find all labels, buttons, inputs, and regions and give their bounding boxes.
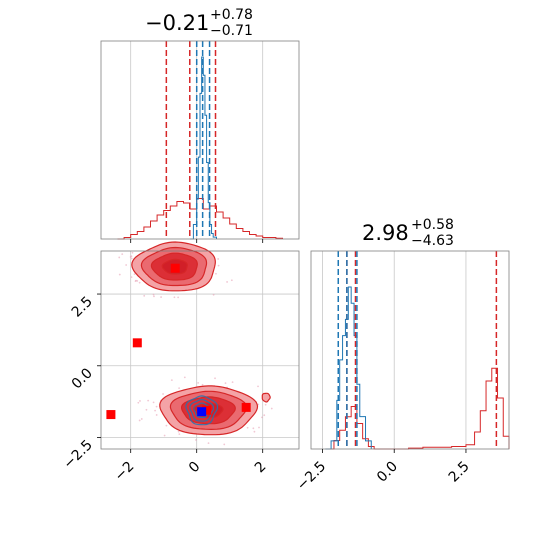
scatter-speck bbox=[130, 255, 133, 258]
scatter-speck bbox=[252, 427, 255, 430]
scatter-speck bbox=[197, 381, 200, 384]
scatter-speck bbox=[131, 251, 134, 254]
scatter-speck bbox=[264, 403, 267, 406]
joint-x-tick-label-0: −2 bbox=[112, 459, 138, 485]
red-marker-0 bbox=[170, 263, 180, 273]
scatter-speck bbox=[152, 293, 155, 296]
title-y-lower: −4.63 bbox=[411, 233, 454, 249]
scatter-speck bbox=[155, 405, 158, 408]
blue-histogram bbox=[190, 56, 217, 240]
joint-x-tick-label-1: 0 bbox=[186, 459, 204, 477]
blue-histogram bbox=[325, 286, 372, 450]
scatter-speck bbox=[147, 399, 150, 402]
joint-frame bbox=[100, 250, 300, 450]
joint-contour-panel: −2 0 2 −2.5 0.0 2.5 bbox=[60, 241, 300, 485]
scatter-speck bbox=[253, 430, 256, 433]
joint-y-tick-label-2: 2.5 bbox=[69, 294, 96, 321]
scatter-speck bbox=[212, 293, 215, 296]
scatter-speck bbox=[153, 295, 155, 298]
right-x-tick-label-2: 2.5 bbox=[446, 459, 473, 486]
scatter-speck bbox=[230, 279, 233, 282]
right-x-tick-label-1: 0.0 bbox=[374, 459, 401, 486]
scatter-speck bbox=[207, 442, 210, 445]
scatter-speck bbox=[223, 443, 226, 446]
scatter-speck bbox=[138, 281, 141, 284]
scatter-speck bbox=[183, 376, 186, 379]
y-marginal-frame bbox=[310, 250, 510, 450]
red-histogram bbox=[328, 367, 510, 450]
scatter-speck bbox=[121, 253, 124, 256]
title-y-upper: +0.58 bbox=[411, 217, 454, 233]
scatter-speck bbox=[118, 273, 121, 276]
title-x-upper: +0.78 bbox=[210, 7, 253, 23]
scatter-speck bbox=[178, 387, 181, 390]
red-marker-4 bbox=[202, 405, 212, 415]
scatter-speck bbox=[217, 258, 220, 260]
scatter-speck bbox=[140, 418, 143, 420]
scatter-speck bbox=[214, 377, 216, 380]
blue-contour-1 bbox=[189, 398, 215, 422]
scatter-speck bbox=[201, 383, 204, 386]
scatter-speck bbox=[137, 401, 140, 404]
red-histogram bbox=[117, 198, 283, 240]
right-x-tick-label-0: −2.5 bbox=[294, 459, 329, 494]
scatter-speck bbox=[154, 409, 157, 412]
joint-y-tick-label-0: −2.5 bbox=[60, 437, 95, 472]
scatter-speck bbox=[178, 433, 181, 436]
scatter-speck bbox=[257, 385, 259, 388]
scatter-speck bbox=[118, 256, 121, 259]
scatter-speck bbox=[215, 272, 217, 275]
scatter-speck bbox=[195, 439, 197, 441]
scatter-speck bbox=[173, 296, 176, 299]
scatter-speck bbox=[160, 296, 162, 298]
x-marginal-frame bbox=[100, 40, 300, 240]
x-marginal-panel bbox=[100, 40, 300, 243]
scatter-speck bbox=[162, 393, 164, 395]
y-marginal-panel: −2.5 0.0 2.5 bbox=[294, 250, 510, 494]
title-y-median: 2.98 bbox=[362, 221, 409, 245]
scatter-speck bbox=[165, 424, 168, 427]
scatter-speck bbox=[170, 379, 173, 382]
red-marker-1 bbox=[132, 338, 142, 348]
scatter-speck bbox=[177, 430, 180, 433]
scatter-speck bbox=[224, 382, 227, 385]
scatter-speck bbox=[258, 426, 260, 429]
scatter-speck bbox=[263, 414, 266, 417]
scatter-speck bbox=[261, 416, 263, 419]
scatter-speck bbox=[143, 294, 146, 297]
scatter-speck bbox=[145, 408, 148, 411]
scatter-speck bbox=[155, 414, 158, 416]
scatter-speck bbox=[134, 280, 137, 283]
scatter-speck bbox=[138, 419, 141, 422]
scatter-speck bbox=[231, 381, 234, 384]
title-x-lower: −0.71 bbox=[210, 23, 253, 39]
scatter-speck bbox=[130, 257, 133, 260]
scatter-speck bbox=[226, 281, 228, 283]
scatter-speck bbox=[130, 276, 133, 278]
joint-y-tick-label-1: 0.0 bbox=[69, 365, 96, 392]
scatter-speck bbox=[139, 400, 141, 402]
blue-contour-2 bbox=[193, 402, 211, 419]
scatter-speck bbox=[177, 296, 180, 299]
scatter-speck bbox=[217, 264, 220, 267]
scatter-speck bbox=[270, 407, 273, 410]
blue-marker bbox=[197, 407, 207, 417]
scatter-speck bbox=[152, 401, 155, 404]
scatter-speck bbox=[246, 426, 249, 429]
title-x-median: −0.21 bbox=[145, 11, 209, 35]
scatter-speck bbox=[257, 403, 260, 406]
scatter-speck bbox=[163, 434, 166, 437]
red-contour-island bbox=[261, 392, 271, 403]
blue-contour-0 bbox=[185, 395, 219, 426]
red-marker-3 bbox=[241, 402, 251, 412]
joint-x-tick-label-2: 2 bbox=[252, 459, 270, 477]
scatter-speck bbox=[125, 264, 128, 266]
scatter-speck bbox=[133, 273, 136, 276]
labels-layer: −0.21 +0.78 −0.71 2.98 +0.58 −4.63 bbox=[145, 7, 454, 249]
red-marker-2 bbox=[106, 410, 116, 420]
